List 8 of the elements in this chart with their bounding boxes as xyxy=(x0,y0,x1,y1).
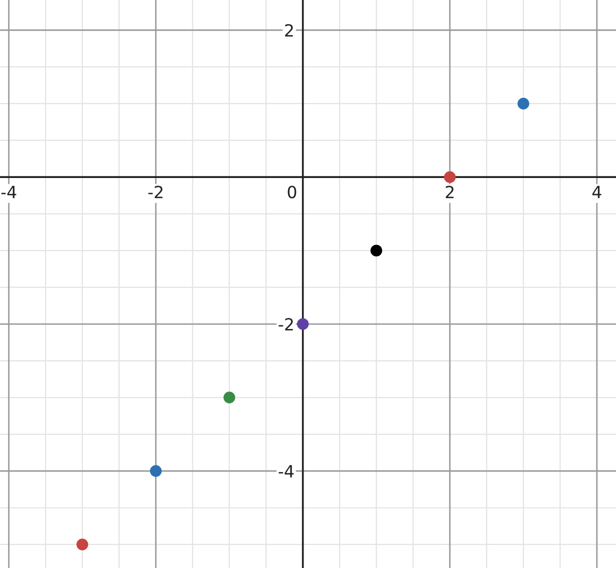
x-tick-label: -4 xyxy=(1,186,16,198)
y-tick-label: -2 xyxy=(278,318,293,330)
x-tick-label: 2 xyxy=(446,186,454,198)
x-tick-label: -2 xyxy=(148,186,162,198)
x-tick-label: 0 xyxy=(288,186,296,198)
y-tick-label: 2 xyxy=(285,24,293,36)
y-tick-label: -4 xyxy=(278,465,294,478)
x-tick-label: 4 xyxy=(592,186,602,198)
